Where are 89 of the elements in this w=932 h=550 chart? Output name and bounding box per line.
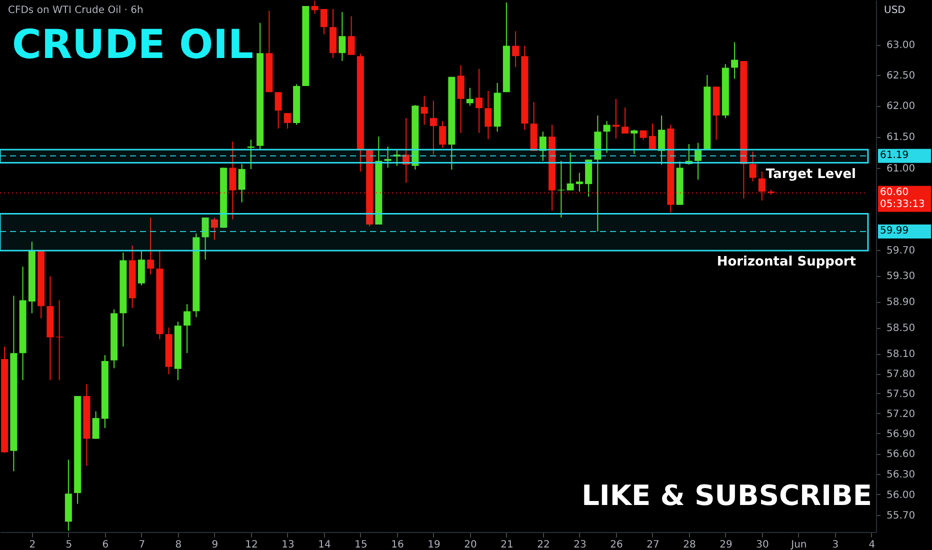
candlestick bbox=[476, 68, 483, 134]
candlestick bbox=[576, 172, 583, 192]
x-tick-label: 19 bbox=[428, 540, 440, 550]
annotation: CFDs on WTI Crude Oil · 6h bbox=[8, 5, 144, 16]
x-tick-label: 21 bbox=[500, 540, 514, 550]
x-tick-label: 15 bbox=[354, 540, 368, 550]
y-tick-label: 57.20 bbox=[886, 408, 916, 420]
candlestick bbox=[749, 151, 756, 182]
y-tick-label: 62.50 bbox=[886, 70, 916, 82]
candlestick bbox=[658, 115, 666, 166]
candlestick bbox=[210, 217, 218, 240]
x-tick-label: 5 bbox=[66, 540, 72, 550]
y-tick-label: 61.50 bbox=[886, 132, 916, 144]
x-tick-label: 4 bbox=[868, 540, 876, 550]
x-tick-label: Jun bbox=[790, 540, 807, 550]
candlestick bbox=[338, 12, 346, 62]
candlestick bbox=[384, 146, 392, 168]
candlestick bbox=[56, 300, 63, 381]
x-tick-label: 9 bbox=[212, 540, 218, 550]
candlestick bbox=[311, 0, 318, 14]
candlestick bbox=[184, 304, 191, 354]
annotation: LIKE & SUBSCRIBE bbox=[582, 479, 872, 512]
candlestick bbox=[420, 95, 428, 126]
x-tick-label: 29 bbox=[720, 540, 732, 550]
y-tick-label: 57.50 bbox=[886, 388, 916, 400]
y-tick-label: 57.80 bbox=[886, 369, 916, 380]
y-tick-label: 62.00 bbox=[886, 101, 916, 112]
candlestick bbox=[457, 64, 464, 134]
x-tick-label: 3 bbox=[832, 540, 839, 550]
x-tick-label: 26 bbox=[610, 540, 623, 550]
y-tick-label: 56.90 bbox=[886, 428, 916, 440]
candlestick bbox=[622, 107, 629, 134]
y-tick-label: 55.70 bbox=[886, 510, 916, 522]
candlestick bbox=[685, 144, 692, 166]
ref-line-label: 61.19 bbox=[880, 150, 909, 161]
candlestick bbox=[630, 129, 638, 155]
candlestick bbox=[247, 139, 254, 170]
y-tick-label: 58.50 bbox=[886, 323, 916, 334]
x-tick-label: 13 bbox=[282, 540, 294, 550]
candlestick bbox=[648, 123, 656, 150]
candlestick bbox=[484, 90, 492, 140]
y-tick-label: 59.70 bbox=[886, 246, 916, 257]
x-tick-label: 28 bbox=[683, 540, 696, 550]
y-tick-label: 58.90 bbox=[886, 297, 916, 308]
x-tick-label: 8 bbox=[175, 540, 182, 550]
candlestick bbox=[566, 152, 574, 191]
x-tick-label: 23 bbox=[574, 540, 586, 550]
y-tick-label: 58.10 bbox=[886, 349, 916, 360]
candlestick bbox=[402, 118, 410, 184]
candlestick bbox=[284, 112, 291, 130]
candlestick bbox=[320, 8, 328, 35]
y-tick-label: 61.00 bbox=[886, 163, 916, 174]
candlestick bbox=[274, 92, 282, 130]
candlestick bbox=[202, 217, 209, 260]
y-axis-title: USD bbox=[884, 5, 906, 16]
x-tick-label: 27 bbox=[646, 540, 660, 550]
candlestick bbox=[539, 131, 546, 162]
x-tick-label: 6 bbox=[102, 540, 109, 550]
candlestick bbox=[558, 160, 565, 218]
candlestick bbox=[439, 120, 446, 148]
candlestick bbox=[512, 30, 520, 68]
band-label: Target Level bbox=[766, 166, 856, 182]
x-tick-label: 20 bbox=[464, 540, 477, 550]
candlestick bbox=[348, 16, 355, 56]
candlestick bbox=[731, 42, 738, 80]
x-tick-label: 2 bbox=[29, 540, 36, 550]
ref-line-label: 60.60 05:33:13 bbox=[880, 186, 925, 210]
x-tick-label: 30 bbox=[756, 540, 769, 550]
band-label: Horizontal Support bbox=[716, 254, 856, 270]
candlestick bbox=[147, 217, 154, 275]
y-tick-label: 59.30 bbox=[886, 271, 916, 282]
ref-line-label: 59.99 bbox=[880, 226, 909, 237]
candlestick bbox=[603, 120, 610, 154]
y-tick-label: 63.00 bbox=[886, 40, 916, 52]
x-tick-label: 14 bbox=[318, 540, 331, 550]
candlestick bbox=[238, 164, 246, 203]
x-tick-label: 16 bbox=[391, 540, 404, 550]
candlestick bbox=[430, 100, 437, 156]
candlestick bbox=[92, 410, 100, 440]
y-tick-label: 56.00 bbox=[886, 490, 916, 501]
x-tick-label: 12 bbox=[245, 540, 258, 550]
x-tick-label: 22 bbox=[537, 540, 550, 550]
x-tick-label: 7 bbox=[138, 540, 146, 550]
candlestick bbox=[694, 142, 702, 180]
y-tick-label: 56.60 bbox=[886, 449, 916, 460]
y-tick-label: 56.30 bbox=[886, 469, 916, 480]
candlestick bbox=[138, 250, 145, 286]
candlestick bbox=[466, 87, 474, 106]
text: CRUDE OIL bbox=[12, 22, 254, 68]
